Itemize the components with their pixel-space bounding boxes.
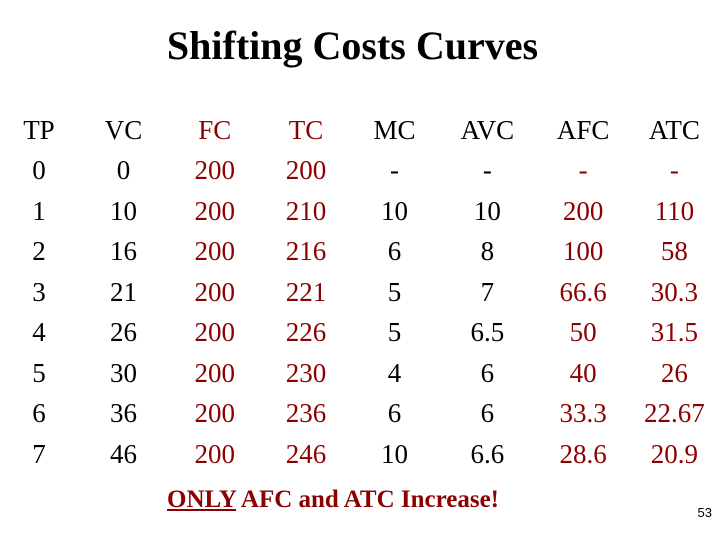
cell-fc: 200	[194, 438, 236, 469]
table-row: 2 16 200 216 6 8 100 58	[0, 232, 720, 273]
cell-afc: 28.6	[559, 438, 607, 469]
table-row: 1 10 200 210 10 10 200 110	[0, 191, 720, 232]
cell-tp: 5	[32, 357, 46, 388]
cell-afc: 50	[569, 317, 597, 348]
cell-atc: 30.3	[650, 276, 698, 307]
cell-mc: -	[389, 155, 399, 186]
cell-tp: 7	[32, 438, 46, 469]
table-row: 6 36 200 236 6 6 33.3 22.67	[0, 394, 720, 435]
slide-number: 53	[697, 505, 712, 520]
cell-tc: 230	[285, 357, 327, 388]
cell-avc: 8	[480, 236, 495, 267]
cell-atc: 20.9	[650, 438, 698, 469]
header-mc: MC	[373, 114, 416, 145]
cell-avc: 7	[480, 276, 495, 307]
cell-tc: 226	[285, 317, 327, 348]
cell-fc: 200	[194, 155, 236, 186]
table-header-row: TP VC FC TC MC AVC AFC ATC	[0, 110, 720, 151]
cell-avc: 6	[480, 357, 495, 388]
cell-tc: 200	[285, 155, 327, 186]
table-row: 4 26 200 226 5 6.5 50 31.5	[0, 313, 720, 354]
header-afc: AFC	[556, 114, 610, 145]
footer-emphasis: ONLY	[167, 486, 237, 513]
cell-tp: 6	[32, 398, 46, 429]
header-fc: FC	[198, 114, 232, 145]
header-vc: VC	[104, 114, 143, 145]
cell-vc: 10	[110, 195, 138, 226]
cell-mc: 5	[387, 276, 402, 307]
cell-fc: 200	[194, 398, 236, 429]
cell-mc: 10	[380, 438, 408, 469]
cell-atc: 22.67	[643, 398, 705, 429]
cell-avc: -	[482, 155, 492, 186]
header-avc: AVC	[460, 114, 515, 145]
cell-fc: 200	[194, 317, 236, 348]
cell-atc: 26	[660, 357, 688, 388]
cell-fc: 200	[194, 357, 236, 388]
cell-atc: 110	[654, 195, 695, 226]
cell-mc: 10	[380, 195, 408, 226]
cell-fc: 200	[194, 236, 236, 267]
cell-mc: 6	[387, 236, 402, 267]
cell-vc: 30	[110, 357, 138, 388]
cell-tc: 221	[285, 276, 327, 307]
cell-tp: 0	[32, 155, 46, 186]
cell-afc: 66.6	[559, 276, 607, 307]
header-atc: ATC	[648, 114, 700, 145]
cell-mc: 6	[387, 398, 402, 429]
header-tp: TP	[23, 114, 55, 145]
footer-text: AFC and ATC Increase!	[236, 486, 499, 513]
table-row: 3 21 200 221 5 7 66.6 30.3	[0, 272, 720, 313]
cell-tp: 3	[32, 276, 46, 307]
cell-atc: 31.5	[650, 317, 698, 348]
cell-avc: 6.5	[470, 317, 505, 348]
header-tc: TC	[288, 114, 324, 145]
cell-vc: 16	[110, 236, 138, 267]
cell-afc: 40	[569, 357, 597, 388]
cell-afc: 200	[562, 195, 604, 226]
table-row: 7 46 200 246 10 6.6 28.6 20.9	[0, 434, 720, 475]
cell-atc: -	[669, 155, 679, 186]
cell-afc: -	[578, 155, 588, 186]
cell-tc: 246	[285, 438, 327, 469]
cell-vc: 36	[110, 398, 138, 429]
cell-mc: 4	[387, 357, 402, 388]
cost-table: TP VC FC TC MC AVC AFC ATC 0 0 200 200 - - - - 1…	[0, 110, 720, 475]
cell-avc: 10	[473, 195, 501, 226]
cell-mc: 5	[387, 317, 402, 348]
cell-fc: 200	[194, 195, 236, 226]
cell-tp: 2	[32, 236, 46, 267]
cell-tp: 1	[32, 195, 46, 226]
cell-avc: 6.6	[470, 438, 505, 469]
cell-vc: 0	[116, 155, 131, 186]
cell-tc: 236	[285, 398, 327, 429]
cell-vc: 26	[110, 317, 138, 348]
cell-tc: 210	[285, 195, 327, 226]
table-row: 0 0 200 200 - - - -	[0, 151, 720, 192]
cell-vc: 21	[110, 276, 138, 307]
cell-afc: 33.3	[559, 398, 607, 429]
cell-tc: 216	[285, 236, 327, 267]
cell-atc: 58	[660, 236, 688, 267]
cell-tp: 4	[32, 317, 46, 348]
cell-avc: 6	[480, 398, 495, 429]
cell-afc: 100	[562, 236, 604, 267]
cell-vc: 46	[110, 438, 138, 469]
footer-note: ONLY AFC and ATC Increase!	[167, 486, 499, 514]
slide-title: Shifting Costs Curves	[166, 23, 539, 68]
cell-fc: 200	[194, 276, 236, 307]
table-row: 5 30 200 230 4 6 40 26	[0, 353, 720, 394]
